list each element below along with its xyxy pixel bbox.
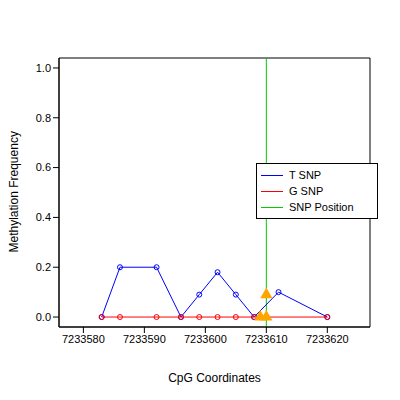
svg-text:7233590: 7233590 (123, 333, 166, 345)
html-text:G SNP: G SNP (289, 185, 324, 197)
svg-text:0.0: 0.0 (36, 311, 51, 323)
svg-text:0.8: 0.8 (36, 112, 51, 124)
svg-text:0.6: 0.6 (36, 161, 51, 173)
svg-text:7233620: 7233620 (306, 333, 349, 345)
svg-text:0.2: 0.2 (36, 261, 51, 273)
svg-text:Methylation Frequency: Methylation Frequency (8, 131, 21, 252)
svg-text:7233600: 7233600 (184, 333, 227, 345)
html-text:T SNP: T SNP (289, 169, 322, 181)
svg-text:0.4: 0.4 (36, 211, 51, 223)
svg-text:1.0: 1.0 (36, 62, 51, 74)
svg-text:7233610: 7233610 (245, 333, 288, 345)
svg-text:CpG Coordinates: CpG Coordinates (168, 371, 261, 385)
svg-text:7233580: 7233580 (62, 333, 105, 345)
html-text:SNP Position: SNP Position (289, 201, 354, 213)
